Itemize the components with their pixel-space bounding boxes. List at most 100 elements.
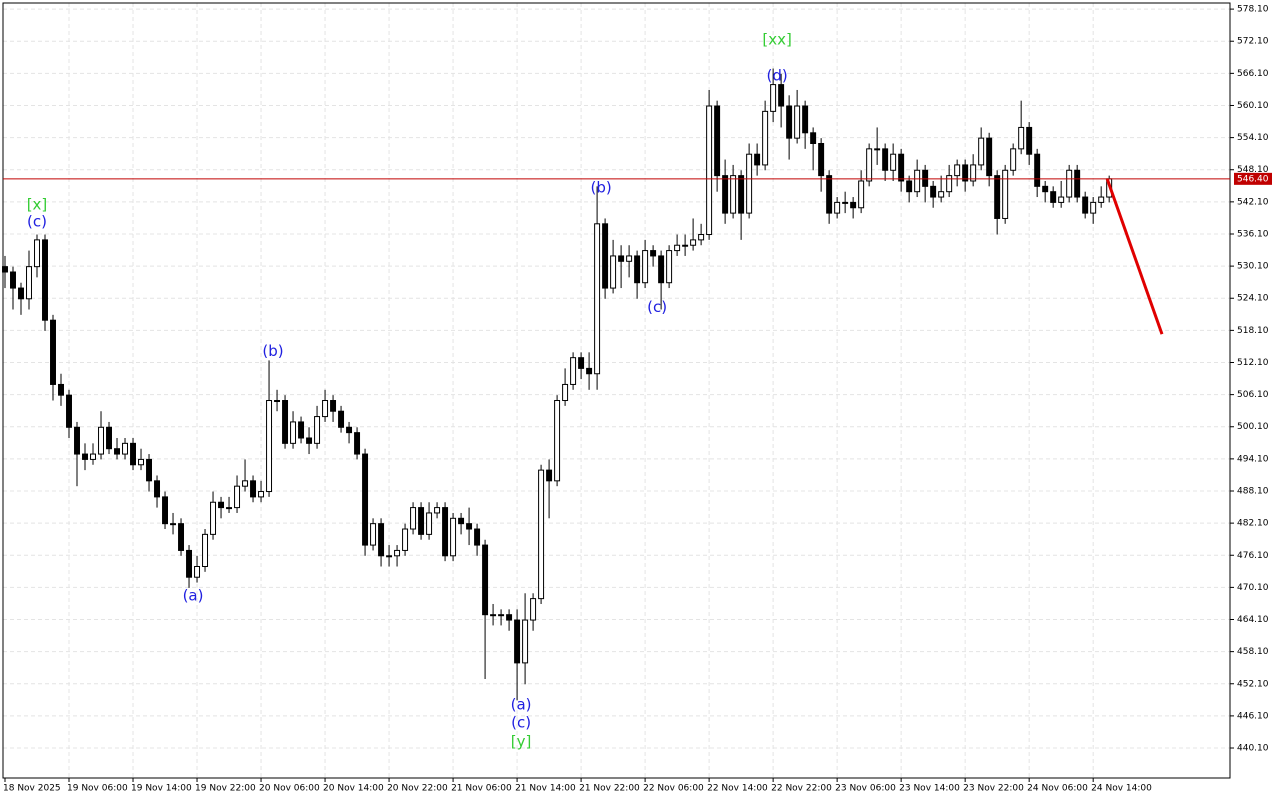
candle-body — [562, 383, 569, 402]
candle-body — [866, 148, 873, 182]
candle-body — [370, 523, 377, 546]
x-tick-label: 22 Nov 14:00 — [707, 784, 768, 794]
candle-body — [1050, 191, 1057, 203]
candle-body — [658, 255, 665, 284]
candle-body — [442, 507, 449, 557]
wave-label: (c) — [647, 298, 667, 316]
candle-body — [554, 400, 561, 482]
candle-body — [722, 175, 729, 214]
candle-body — [618, 255, 625, 262]
candle-body — [634, 255, 641, 284]
candle-body — [474, 528, 481, 546]
x-tick-label: 23 Nov 14:00 — [899, 784, 960, 794]
y-tick-label: 452.10 — [1237, 679, 1269, 689]
y-tick-label: 530.10 — [1237, 262, 1269, 272]
candle-body — [962, 164, 969, 182]
candle-body — [362, 453, 369, 546]
candle-body — [82, 453, 88, 460]
x-tick-label: 23 Nov 06:00 — [835, 784, 896, 794]
y-tick-label: 566.10 — [1237, 69, 1269, 79]
candle-body — [306, 437, 313, 444]
candle-body — [898, 153, 905, 182]
candle-body — [602, 223, 609, 289]
candle-body — [138, 458, 145, 466]
candle-body — [970, 164, 977, 182]
y-tick-label: 524.10 — [1237, 294, 1269, 304]
candle-body — [978, 137, 985, 166]
candle-body — [410, 507, 417, 530]
candle-body — [98, 426, 104, 455]
y-tick-label: 470.10 — [1237, 583, 1269, 593]
candle-body — [210, 501, 217, 535]
candle-body — [986, 137, 993, 177]
candle-body — [746, 153, 753, 214]
y-tick-label: 494.10 — [1237, 454, 1269, 464]
x-tick-label: 19 Nov 22:00 — [195, 784, 256, 794]
candle-body — [426, 512, 433, 535]
candle-body — [938, 191, 945, 198]
wave-label: (c) — [511, 713, 531, 731]
candle-body — [1058, 196, 1065, 203]
y-tick-label: 464.10 — [1237, 615, 1269, 625]
plot-frame — [2, 2, 1231, 779]
candle-body — [170, 523, 177, 526]
candle-body — [466, 523, 473, 530]
x-tick-label: 21 Nov 22:00 — [579, 784, 640, 794]
candle-body — [530, 598, 537, 621]
candle-body — [1066, 169, 1073, 198]
candle-body — [946, 175, 953, 193]
candle-body — [850, 201, 857, 209]
y-tick-label: 578.10 — [1237, 5, 1269, 15]
candle-body — [394, 549, 401, 557]
candle-body — [258, 491, 265, 498]
candle-body — [218, 501, 225, 509]
candle-body — [490, 614, 497, 617]
candle-body — [50, 319, 56, 385]
y-tick-label: 506.10 — [1237, 390, 1269, 400]
x-tick-label: 24 Nov 14:00 — [1091, 784, 1152, 794]
x-tick-label: 21 Nov 06:00 — [451, 784, 512, 794]
candle-body — [450, 517, 457, 557]
candle-body — [314, 416, 321, 444]
candle-body — [786, 105, 793, 139]
y-tick-label: 572.10 — [1237, 37, 1269, 47]
candle-body — [818, 142, 825, 177]
wave-label: (a) — [511, 696, 532, 714]
candle-body — [770, 84, 777, 112]
candle-body — [114, 448, 120, 455]
candle-body — [58, 383, 64, 396]
x-tick-label: 21 Nov 14:00 — [515, 784, 576, 794]
candle-body — [1018, 126, 1025, 150]
candle-body — [994, 175, 1001, 219]
candle-body — [26, 266, 32, 300]
y-tick-label: 446.10 — [1237, 711, 1269, 721]
candle-body — [690, 239, 697, 246]
candle-body — [378, 523, 385, 557]
price-tag-label: 546.40 — [1237, 174, 1269, 184]
candle-body — [1010, 148, 1017, 171]
candle-body — [858, 180, 865, 209]
candle-body — [954, 164, 961, 177]
x-tick-label: 24 Nov 06:00 — [1027, 784, 1088, 794]
candle-body — [522, 619, 529, 664]
candle-body — [610, 255, 617, 289]
candle-body — [1090, 201, 1097, 214]
candle-body — [626, 255, 633, 262]
candle-body — [322, 400, 329, 418]
candle-body — [506, 614, 513, 621]
y-tick-label: 542.10 — [1237, 197, 1269, 207]
candle-body — [298, 421, 305, 439]
candle-body — [330, 400, 337, 412]
candle-body — [154, 480, 161, 498]
candle-body — [730, 175, 737, 214]
candle-body — [570, 357, 577, 385]
y-tick-label: 548.10 — [1237, 165, 1269, 175]
candle-body — [66, 394, 72, 428]
x-tick-label: 20 Nov 22:00 — [387, 784, 448, 794]
candle-body — [122, 442, 129, 455]
candle-body — [282, 400, 289, 444]
candle-body — [514, 619, 521, 664]
candle-body — [74, 426, 80, 455]
candle-body — [794, 105, 801, 139]
